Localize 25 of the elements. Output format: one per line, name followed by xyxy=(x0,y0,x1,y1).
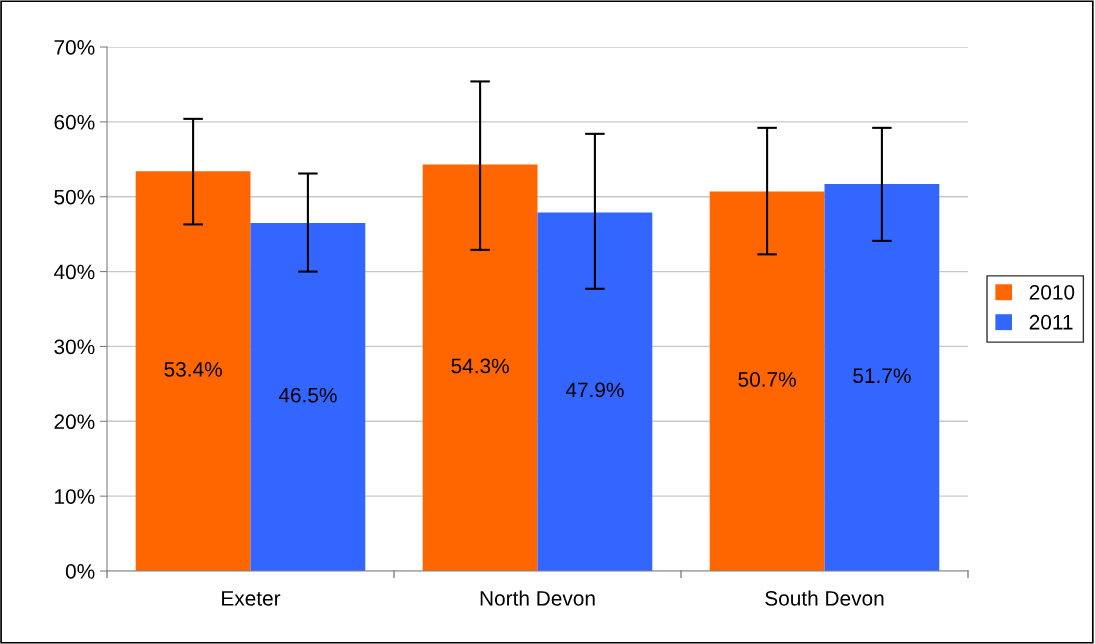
data-label: 46.5% xyxy=(278,387,337,403)
bar xyxy=(537,212,653,571)
x-tick-label: Exeter xyxy=(222,591,281,606)
y-tick-label: 0% xyxy=(65,564,95,579)
data-label: 50.7% xyxy=(738,372,796,387)
x-tick-label: North Devon xyxy=(480,590,595,606)
data-label: 54.3% xyxy=(451,358,509,374)
bar xyxy=(422,164,538,571)
data-label: 51.7% xyxy=(853,368,911,384)
bar xyxy=(135,171,251,571)
y-tick-label: 60% xyxy=(54,114,95,130)
bar xyxy=(824,183,940,571)
legend-label: 2010 xyxy=(1029,284,1075,300)
bar xyxy=(709,191,825,571)
y-tick-label: 50% xyxy=(54,189,95,205)
data-label: 47.9% xyxy=(565,382,624,398)
legend-label: 2011 xyxy=(1029,314,1073,330)
y-tick-label: 10% xyxy=(55,489,95,504)
data-label: 53.4% xyxy=(164,361,222,377)
y-tick-label: 30% xyxy=(54,339,95,355)
y-tick-label: 40% xyxy=(53,264,95,280)
bar xyxy=(250,222,366,571)
y-tick-label: 20% xyxy=(54,414,95,430)
x-tick-label: South Devon xyxy=(765,590,884,606)
y-tick-label: 70% xyxy=(54,40,95,55)
